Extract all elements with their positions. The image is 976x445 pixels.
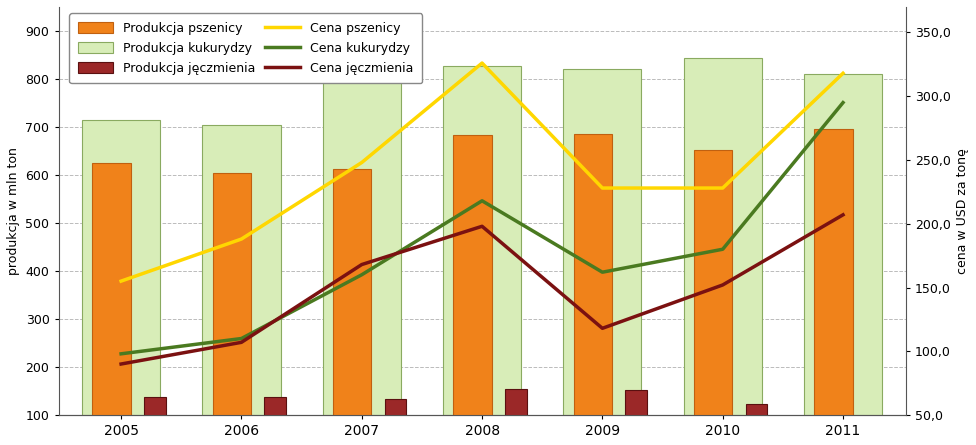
Bar — [443, 66, 521, 445]
Bar — [694, 150, 732, 445]
Bar — [505, 388, 527, 445]
Bar — [333, 169, 371, 445]
Bar — [574, 134, 612, 445]
Bar — [804, 74, 882, 445]
Bar — [746, 404, 767, 445]
Bar — [453, 135, 492, 445]
Bar — [563, 69, 641, 445]
Bar — [814, 129, 853, 445]
Bar — [82, 120, 160, 445]
Bar — [626, 390, 647, 445]
Legend: Produkcja pszenicy, Produkcja kukurydzy, Produkcja jęczmienia, Cena pszenicy, Ce: Produkcja pszenicy, Produkcja kukurydzy,… — [69, 13, 423, 84]
Bar — [202, 125, 280, 445]
Y-axis label: produkcja w mln ton: produkcja w mln ton — [7, 147, 20, 275]
Y-axis label: cena w USD za tonę: cena w USD za tonę — [956, 148, 969, 274]
Bar — [866, 441, 887, 445]
Bar — [323, 82, 401, 445]
Bar — [264, 397, 286, 445]
Bar — [385, 399, 406, 445]
Bar — [92, 163, 131, 445]
Bar — [213, 173, 251, 445]
Bar — [683, 58, 762, 445]
Bar — [143, 397, 166, 445]
